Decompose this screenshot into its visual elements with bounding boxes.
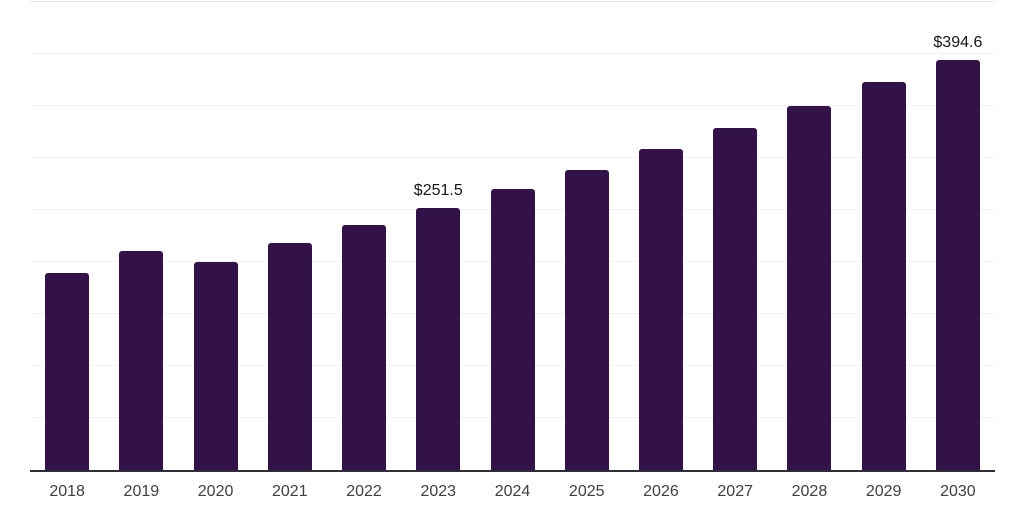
x-tick-label-2027: 2027 (717, 483, 753, 500)
gridline-400 (30, 53, 995, 54)
x-tick-label-2029: 2029 (865, 483, 902, 500)
x-tick-label-2028: 2028 (791, 483, 828, 500)
x-tick-label-2021: 2021 (272, 483, 308, 500)
bar-2029 (861, 81, 906, 470)
x-tick-label-2018: 2018 (49, 483, 85, 500)
bar-2021 (267, 243, 312, 470)
bar-2028 (787, 106, 832, 470)
x-tick-label-2026: 2026 (643, 483, 679, 500)
data-label-2023: $251.5 (413, 182, 463, 200)
data-label-2030: $394.6 (933, 33, 983, 51)
x-tick-label-2020: 2020 (197, 483, 234, 500)
bar-2018 (45, 273, 90, 470)
gridline-450 (30, 1, 995, 2)
x-axis-labels: 2018 2019 2020 2021 2022 2023 2024 2025 2026 2027… (30, 484, 995, 504)
bar-2020 (193, 261, 238, 470)
bar-2027 (713, 128, 758, 470)
bar-2022 (342, 224, 387, 470)
x-tick-label-2030: 2030 (940, 483, 976, 500)
x-tick-label-2023: 2023 (420, 483, 457, 500)
x-tick-label-2024: 2024 (494, 483, 531, 500)
bar-2019 (119, 250, 164, 470)
bar-2025 (564, 169, 609, 470)
x-tick-label-2019: 2019 (123, 483, 160, 500)
x-tick-label-2022: 2022 (346, 483, 382, 500)
bar-2023 (416, 208, 461, 470)
gridline-350 (30, 105, 995, 106)
gridline-300 (30, 157, 995, 158)
bar-2030 (935, 59, 980, 470)
plot-area: $251.5 $394.6 (30, 1, 995, 472)
x-axis-line (30, 470, 995, 472)
x-tick-label-2025: 2025 (568, 483, 605, 500)
bar-2026 (638, 149, 683, 470)
bar-2024 (490, 189, 535, 470)
